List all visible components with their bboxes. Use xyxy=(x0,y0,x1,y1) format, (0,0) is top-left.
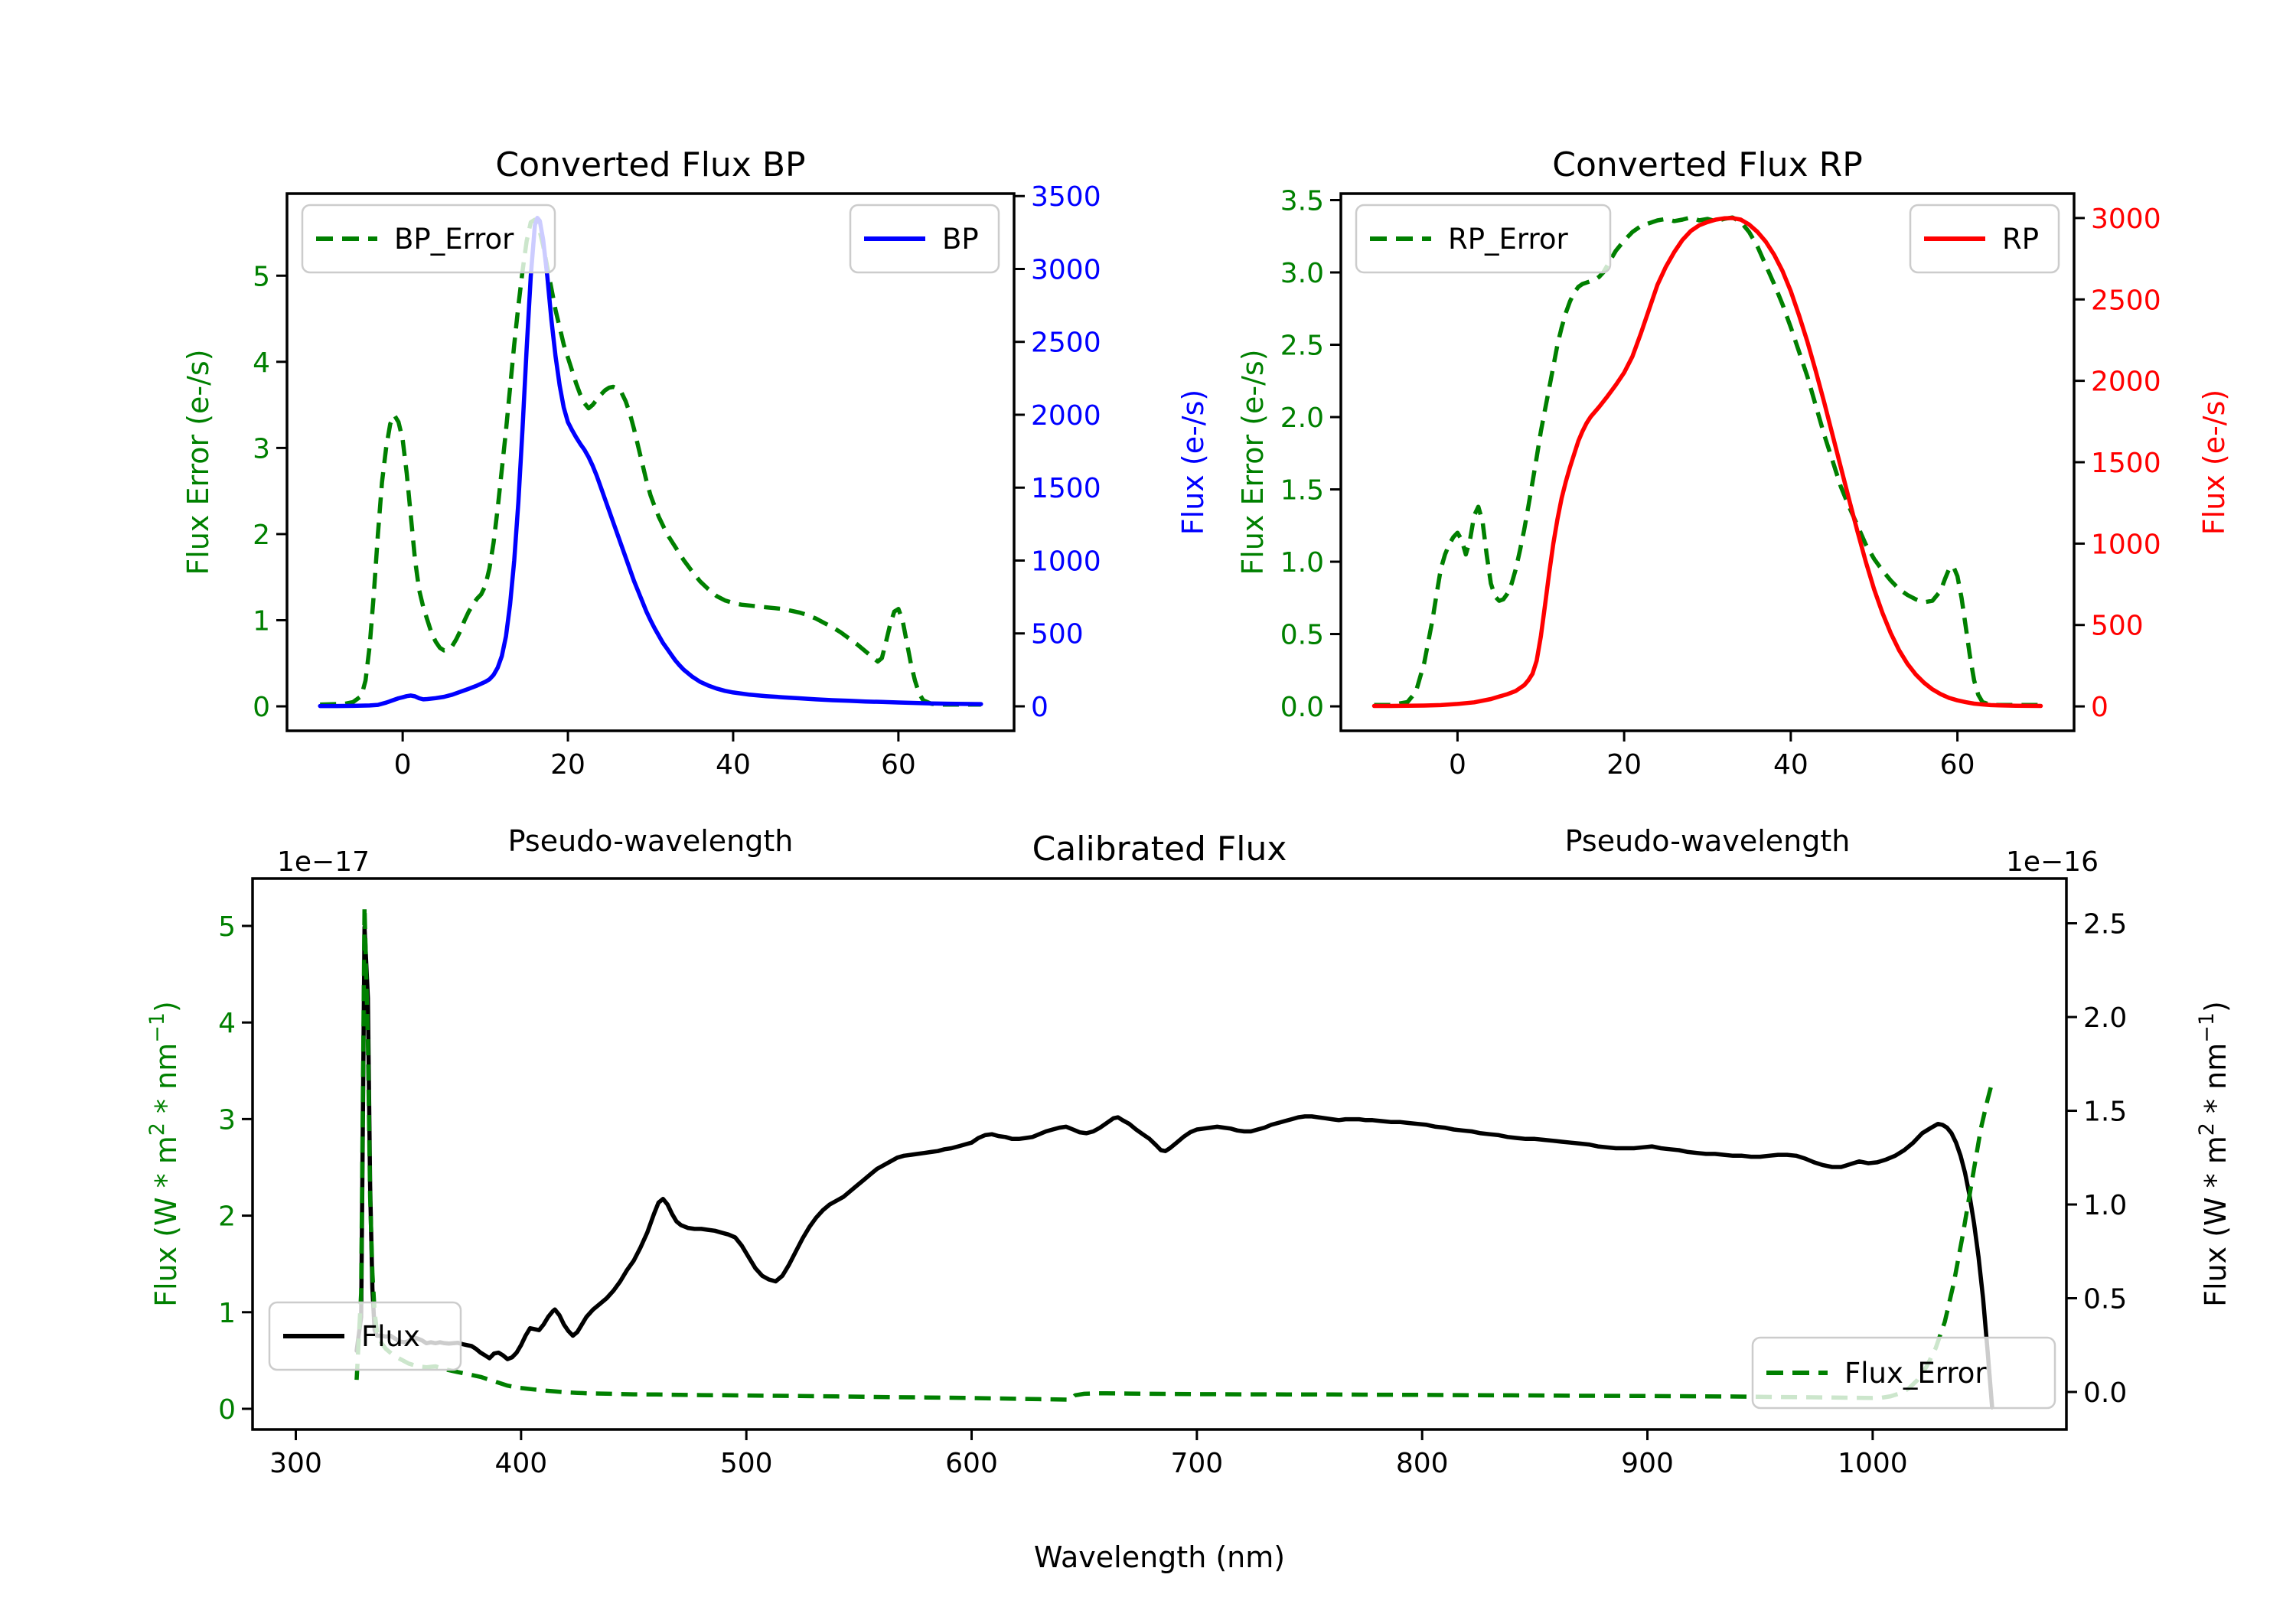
left-tick-label: 1 xyxy=(253,605,270,637)
x-tick-label: 700 xyxy=(1171,1448,1224,1479)
right-tick-label: 2500 xyxy=(1031,328,1101,359)
x-tick-label: 20 xyxy=(550,749,585,781)
legend-box xyxy=(1355,204,1612,274)
rp-title: Converted Flux RP xyxy=(1552,145,1863,184)
legend-box xyxy=(301,204,556,274)
right-tick-label: 0.0 xyxy=(2083,1377,2127,1409)
rp-ylabel-right: Flux (e-/s) xyxy=(2197,390,2231,535)
right-tick-label: 1.0 xyxy=(2083,1190,2127,1221)
legend-label: BP xyxy=(942,223,979,256)
right-tick-label: 1500 xyxy=(1031,473,1101,504)
series-bp_error-line xyxy=(320,217,981,707)
chart-converted-flux-bp: Converted Flux BP Pseudo-wavelength Flux… xyxy=(181,145,1210,858)
bp-ylabel-right: Flux (e-/s) xyxy=(1176,390,1210,535)
legend-label: RP_Error xyxy=(1448,223,1568,256)
legend-box xyxy=(1751,1336,2056,1410)
x-tick-label: 60 xyxy=(881,749,916,781)
x-tick-label: 40 xyxy=(1773,749,1808,781)
right-tick-label: 0 xyxy=(1031,692,1049,723)
left-tick-label: 2 xyxy=(253,520,270,551)
left-tick-label: 1.5 xyxy=(1280,475,1324,507)
left-tick-label: 4 xyxy=(218,1008,236,1039)
right-tick-label: 2.0 xyxy=(2083,1002,2127,1034)
left-tick-label: 0 xyxy=(253,692,270,723)
x-tick-label: 600 xyxy=(945,1448,998,1479)
right-tick-label: 500 xyxy=(1031,619,1084,650)
left-tick-label: 3.5 xyxy=(1280,186,1324,217)
legend-label: RP xyxy=(2002,223,2039,256)
right-tick-label: 2000 xyxy=(2091,367,2161,398)
right-tick-label: 1000 xyxy=(1031,546,1101,577)
right-tick-label: 0.5 xyxy=(2083,1284,2127,1315)
bp-ylabel-left: Flux Error (e-/s) xyxy=(181,349,215,575)
right-tick-label: 3000 xyxy=(1031,254,1101,285)
x-tick-label: 0 xyxy=(1449,749,1466,781)
bp-xlabel: Pseudo-wavelength xyxy=(508,824,794,858)
cal-title: Calibrated Flux xyxy=(1032,830,1287,869)
left-tick-label: 5 xyxy=(218,911,236,943)
bp-plot-area: 0 20 40 60 0 1 2 3 4 5 0 500 1000 1500 2000 2500 3000 350… xyxy=(253,181,1101,781)
left-tick-label: 2.0 xyxy=(1280,403,1324,434)
series-flux-line xyxy=(354,924,1994,1410)
right-tick-label: 500 xyxy=(2091,611,2144,642)
legend-label: Flux xyxy=(361,1320,420,1353)
x-tick-label: 60 xyxy=(1940,749,1975,781)
axes-spines xyxy=(251,877,2068,1431)
right-tick-label: 2.5 xyxy=(2083,909,2127,940)
left-tick-label: 4 xyxy=(253,347,270,379)
left-tick-label: 1.0 xyxy=(1280,547,1324,579)
cal-ylabel-right: Flux (W * m2 * nm−1) xyxy=(2195,1001,2232,1307)
x-tick-label: 800 xyxy=(1396,1448,1449,1479)
axes-spines xyxy=(1339,192,2076,732)
x-tick-label: 500 xyxy=(720,1448,773,1479)
left-tick-label: 2 xyxy=(218,1201,236,1233)
cal-plot-area: 300 400 500 600 700 800 900 1000 0 1 2 3 4 5 0.0 0.5 1.0… xyxy=(218,877,2127,1479)
left-tick-label: 1 xyxy=(218,1298,236,1329)
right-tick-label: 2000 xyxy=(1031,400,1101,432)
x-tick-label: 400 xyxy=(494,1448,547,1479)
rp-plot-area: 0 20 40 60 0.0 0.5 1.0 1.5 2.0 2.5 3.0 3.5 0 500 1000 1… xyxy=(1280,186,2161,781)
rp-ylabel-left: Flux Error (e-/s) xyxy=(1236,349,1270,575)
right-tick-label: 1.5 xyxy=(2083,1097,2127,1128)
right-tick-label: 1000 xyxy=(2091,529,2161,560)
chart-converted-flux-rp: Converted Flux RP Pseudo-wavelength Flux… xyxy=(1236,145,2231,858)
series-bp-line xyxy=(318,216,983,709)
legend-label: Flux_Error xyxy=(1844,1357,1987,1390)
rp-xlabel: Pseudo-wavelength xyxy=(1565,824,1851,858)
bp-title: Converted Flux BP xyxy=(495,145,805,184)
left-tick-label: 0.5 xyxy=(1280,620,1324,651)
left-tick-label: 5 xyxy=(253,261,270,292)
legend-label: BP_Error xyxy=(394,223,514,256)
right-tick-label: 0 xyxy=(2091,692,2108,723)
cal-xlabel: Wavelength (nm) xyxy=(1034,1540,1285,1574)
x-tick-label: 900 xyxy=(1621,1448,1674,1479)
x-tick-label: 300 xyxy=(269,1448,322,1479)
left-tick-label: 3.0 xyxy=(1280,258,1324,289)
left-tick-label: 3 xyxy=(253,433,270,464)
right-tick-label: 1500 xyxy=(2091,448,2161,479)
left-tick-label: 0 xyxy=(218,1394,236,1426)
x-tick-label: 40 xyxy=(716,749,751,781)
series-rp-line xyxy=(1371,216,2043,709)
right-tick-label: 3000 xyxy=(2091,204,2161,235)
x-tick-label: 0 xyxy=(394,749,412,781)
left-tick-label: 2.5 xyxy=(1280,331,1324,362)
x-tick-label: 1000 xyxy=(1838,1448,1908,1479)
right-tick-label: 2500 xyxy=(2091,285,2161,316)
left-tick-label: 0.0 xyxy=(1280,692,1324,723)
chart-calibrated-flux: Calibrated Flux Wavelength (nm) 1e−17 1e… xyxy=(145,830,2232,1574)
cal-left-offset-text: 1e−17 xyxy=(277,846,370,878)
right-tick-label: 3500 xyxy=(1031,181,1101,213)
left-tick-label: 3 xyxy=(218,1104,236,1136)
x-tick-label: 20 xyxy=(1606,749,1642,781)
cal-ylabel-left: Flux (W * m2 * nm−1) xyxy=(145,1001,183,1307)
axes-spines xyxy=(285,192,1016,732)
cal-right-offset-text: 1e−16 xyxy=(2006,846,2099,878)
series-rp_error-line xyxy=(1374,215,2041,707)
legend-box xyxy=(268,1301,462,1371)
